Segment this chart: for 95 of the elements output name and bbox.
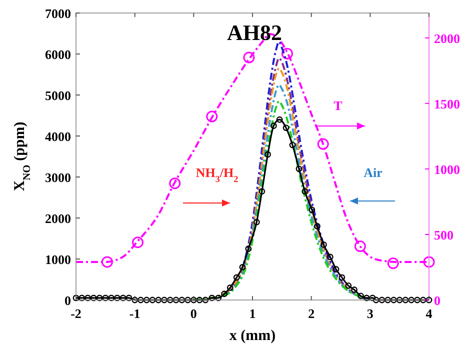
point — [332, 266, 340, 272]
point — [345, 282, 352, 289]
point — [184, 296, 191, 304]
point — [326, 254, 334, 260]
point — [114, 294, 120, 302]
point — [149, 296, 156, 304]
point — [169, 178, 181, 190]
point — [402, 296, 409, 304]
x-tick-label: -2 — [70, 306, 82, 321]
y2-tick-label: 0 — [434, 293, 440, 308]
point — [202, 296, 209, 304]
point — [378, 296, 386, 304]
point — [221, 290, 228, 298]
point — [358, 292, 364, 300]
point — [72, 294, 80, 302]
point — [258, 188, 266, 195]
point — [384, 296, 392, 304]
point — [387, 258, 399, 270]
point — [253, 218, 260, 226]
y-tick-label: 0 — [64, 293, 71, 308]
point — [354, 240, 366, 252]
point — [270, 122, 277, 129]
point — [208, 294, 216, 302]
point — [96, 294, 103, 302]
annotation: Air — [364, 165, 383, 180]
point — [84, 294, 91, 302]
chart-title: AH82 — [227, 20, 282, 45]
point — [296, 166, 302, 172]
point — [408, 296, 415, 304]
point — [363, 294, 370, 302]
x-axis-title: x (mm) — [229, 328, 276, 344]
point — [215, 294, 222, 302]
point — [289, 142, 296, 148]
point — [102, 294, 109, 302]
x-tick-label: 0 — [190, 306, 197, 321]
y2-tick-label: 1000 — [434, 162, 460, 177]
point — [206, 110, 218, 122]
point — [101, 256, 113, 268]
point — [239, 264, 246, 270]
point — [196, 296, 203, 304]
x-tick-label: 4 — [426, 306, 433, 321]
point — [78, 294, 86, 302]
y-tick-label: 4000 — [45, 129, 71, 144]
point — [178, 296, 186, 304]
x-tick-label: 1 — [249, 306, 256, 321]
annotation: T — [334, 98, 343, 113]
y2-tick-label: 2000 — [434, 30, 460, 46]
point — [264, 151, 271, 158]
x-tick-label: 2 — [308, 306, 315, 321]
point — [243, 52, 255, 64]
y-tick-label: 3000 — [45, 170, 71, 185]
point — [308, 206, 316, 213]
point — [143, 296, 150, 304]
point — [233, 274, 240, 281]
point — [155, 296, 162, 304]
point — [138, 296, 144, 304]
point — [226, 284, 234, 291]
point — [190, 296, 197, 304]
point — [120, 294, 126, 302]
point — [108, 294, 114, 302]
point — [132, 236, 144, 248]
point — [166, 296, 174, 304]
y-tick-label: 2000 — [45, 211, 71, 226]
point — [426, 296, 432, 304]
point — [314, 223, 320, 230]
y-tick-label: 5000 — [45, 88, 71, 103]
point — [369, 294, 376, 302]
point — [161, 296, 168, 304]
point — [276, 116, 283, 123]
point — [317, 138, 329, 150]
point — [302, 188, 308, 195]
point — [132, 296, 138, 304]
point — [281, 48, 293, 60]
point — [420, 296, 426, 304]
x-tick-label: -1 — [129, 306, 140, 321]
point — [320, 241, 327, 248]
point — [338, 274, 346, 281]
point — [90, 294, 97, 302]
annotation: NH$_{3}$/H$_{2}$ — [196, 165, 239, 184]
point — [396, 296, 403, 304]
point — [390, 296, 397, 304]
y-tick-label: 7000 — [45, 6, 71, 21]
y2-tick-label: 500 — [434, 227, 454, 242]
point — [172, 296, 180, 304]
point — [351, 286, 358, 293]
x-tick-label: 3 — [366, 306, 374, 321]
point — [245, 246, 252, 252]
point — [372, 296, 380, 304]
y-tick-label: 6000 — [45, 47, 71, 62]
y2-tick-label: 1500 — [434, 96, 460, 112]
point — [126, 294, 132, 302]
point — [414, 296, 420, 304]
y-tick-label: 1000 — [45, 252, 71, 267]
point — [282, 124, 290, 131]
point — [423, 256, 435, 268]
